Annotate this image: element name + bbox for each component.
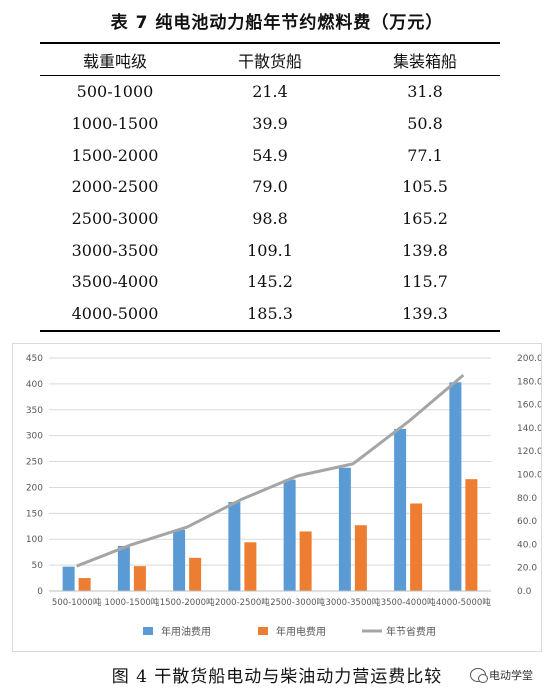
table-header-row: 载重吨级 干散货船 集装箱船 [40, 43, 500, 76]
watermark-text: 电动学堂 [489, 669, 533, 682]
cell-container-ship: 105.5 [402, 177, 448, 197]
cell-container-ship: 139.8 [402, 240, 448, 260]
left-axis-tick-label: 200 [26, 483, 43, 493]
table-row: 3000-3500 109.1 139.8 [40, 234, 500, 266]
header-bulk-carrier: 干散货船 [237, 51, 302, 71]
left-axis-tick-label: 0 [37, 587, 43, 597]
cell-tonnage: 3500-4000 [71, 272, 159, 292]
left-axis-tick-label: 300 [26, 432, 43, 442]
legend-label: 年用电费用 [276, 625, 326, 638]
bar-oil-cost [449, 382, 462, 591]
right-axis-tick-label: 120.0 [517, 447, 541, 457]
table-row: 4000-5000 185.3 139.3 [40, 298, 500, 331]
bar-electricity-cost [244, 542, 257, 591]
cell-tonnage: 3000-3500 [71, 240, 159, 260]
table-row: 1500-2000 54.9 77.1 [40, 139, 500, 171]
bar-oil-cost [62, 566, 75, 591]
bar-oil-cost [173, 529, 186, 591]
x-axis-tick-label: 3000-3500吨 [325, 597, 380, 608]
right-axis-tick-label: 160.0 [517, 401, 541, 411]
figure-caption: 图 4 干散货船电动与柴油动力营运费比较 [111, 667, 443, 687]
cell-bulk-carrier: 54.9 [252, 145, 288, 165]
cell-container-ship: 50.8 [407, 114, 443, 134]
cell-container-ship: 31.8 [407, 82, 443, 102]
cell-tonnage: 1000-1500 [71, 114, 159, 134]
right-axis-tick-label: 140.0 [517, 424, 541, 434]
watermark: 电动学堂 [470, 667, 533, 683]
x-axis-tick-label: 3500-4000吨 [381, 597, 436, 608]
table-row: 2500-3000 98.8 165.2 [40, 203, 500, 235]
x-axis-tick-label: 1000-1500吨 [104, 597, 159, 608]
cell-tonnage: 2000-2500 [71, 177, 159, 197]
bar-electricity-cost [78, 578, 91, 591]
bar-electricity-cost [133, 566, 146, 591]
chart-svg: 0 50 100 150 200 250 300 350 400 450 0.0 20.0 40.0 60… [26, 354, 541, 638]
bar-electricity-cost [354, 525, 367, 591]
right-axis-tick-label: 100.0 [517, 471, 541, 481]
cell-container-ship: 77.1 [407, 145, 443, 165]
x-axis-tick-label: 500-1000吨 [52, 597, 102, 608]
x-axis-tick-label: 1500-2000吨 [160, 597, 215, 608]
cell-bulk-carrier: 145.2 [247, 272, 293, 292]
cell-bulk-carrier: 109.1 [247, 240, 293, 260]
cell-bulk-carrier: 98.8 [252, 209, 288, 229]
right-axis-tick-label: 20.0 [517, 564, 537, 574]
bar-electricity-cost [299, 531, 312, 591]
table-row: 1000-1500 39.9 50.8 [40, 108, 500, 140]
cell-bulk-carrier: 185.3 [247, 304, 293, 324]
x-axis-tick-label: 2500-3000吨 [270, 597, 325, 608]
right-axis-tick-label: 60.0 [517, 517, 537, 527]
cell-tonnage: 4000-5000 [71, 304, 159, 324]
table-row: 2000-2500 79.0 105.5 [40, 171, 500, 203]
left-axis-tick-label: 450 [26, 354, 43, 364]
left-axis-tick-label: 150 [26, 509, 43, 519]
header-tonnage: 载重吨级 [82, 51, 147, 71]
bar-electricity-cost [410, 503, 423, 591]
cell-bulk-carrier: 79.0 [252, 177, 288, 197]
bar-oil-cost [283, 479, 296, 591]
bar-oil-cost [338, 467, 351, 591]
bar-oil-cost [228, 501, 241, 591]
legend-swatch [143, 627, 153, 635]
cell-container-ship: 139.3 [402, 304, 448, 324]
table-row: 3500-4000 145.2 115.7 [40, 266, 500, 298]
wechat-icon [470, 668, 488, 683]
left-axis-tick-label: 100 [26, 535, 43, 545]
right-axis-tick-label: 40.0 [517, 540, 537, 550]
legend-label: 年节省费用 [386, 625, 436, 638]
cell-container-ship: 115.7 [402, 272, 448, 292]
right-axis-tick-label: 180.0 [517, 377, 541, 387]
left-axis-tick-label: 50 [32, 561, 44, 571]
cost-comparison-chart: 0 50 100 150 200 250 300 350 400 450 0.0 20.0 40.0 60… [12, 343, 542, 652]
bar-oil-cost [394, 428, 407, 591]
right-axis-tick-label: 0.0 [517, 587, 532, 597]
bar-electricity-cost [189, 557, 202, 591]
cell-tonnage: 1500-2000 [71, 145, 159, 165]
bar-oil-cost [117, 545, 130, 591]
header-container-ship: 集装箱船 [392, 51, 457, 71]
cell-tonnage: 2500-3000 [71, 209, 159, 229]
left-axis-tick-label: 250 [26, 458, 43, 468]
legend-swatch [258, 627, 268, 635]
left-axis-tick-label: 350 [26, 406, 43, 416]
cell-bulk-carrier: 39.9 [252, 114, 288, 134]
bar-electricity-cost [465, 479, 478, 591]
line-savings [76, 373, 465, 568]
cell-bulk-carrier: 21.4 [252, 82, 288, 102]
right-axis-tick-label: 200.0 [517, 354, 541, 364]
right-axis-tick-label: 80.0 [517, 494, 537, 504]
cell-container-ship: 165.2 [402, 209, 448, 229]
x-axis-tick-label: 4000-5000吨 [436, 597, 491, 608]
legend-label: 年用油费用 [161, 625, 211, 638]
table-row: 500-1000 21.4 31.8 [40, 76, 500, 108]
table-title: 表 7 纯电池动力船年节约燃料费（万元） [110, 13, 444, 33]
x-axis-tick-label: 2000-2500吨 [215, 597, 270, 608]
left-axis-tick-label: 400 [26, 380, 43, 390]
cell-tonnage: 500-1000 [76, 82, 154, 102]
fuel-savings-table: 载重吨级 干散货船 集装箱船 500-1000 21.4 31.8 1000-1500… [40, 42, 500, 332]
